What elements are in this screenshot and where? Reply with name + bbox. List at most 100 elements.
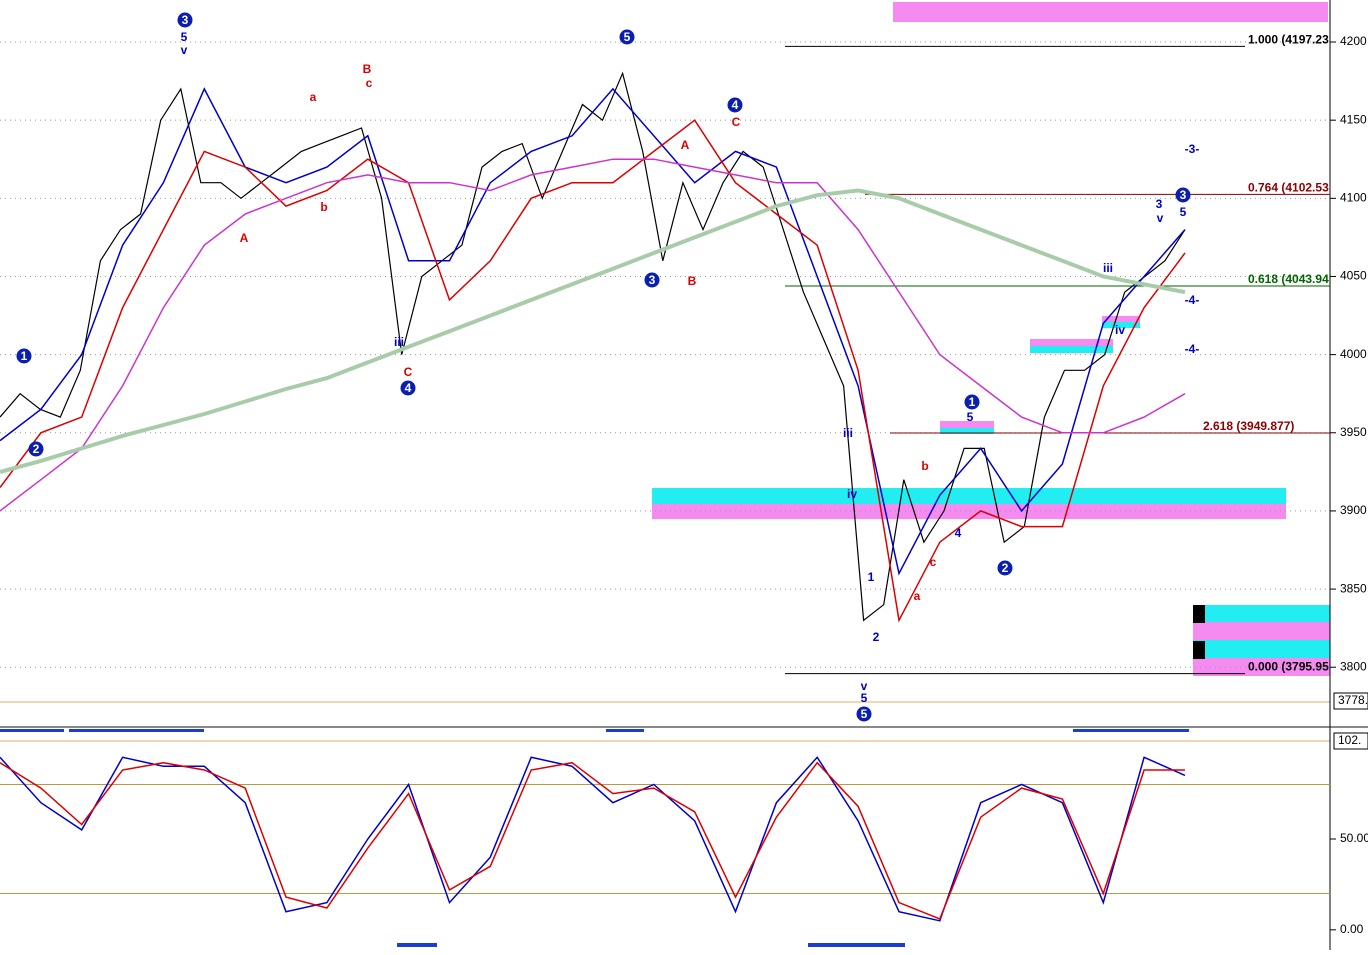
fib-label: 0.000 (3795.95 — [1248, 660, 1329, 674]
signal-bar — [69, 729, 204, 732]
fib-label: 2.618 (3949.877) — [1203, 419, 1294, 433]
wave-label: 4 — [955, 526, 962, 540]
wave-circle — [28, 441, 44, 457]
wave-label: v — [861, 679, 868, 693]
wave-label: 1 — [868, 570, 875, 584]
wave-circle — [644, 272, 660, 288]
wave-circle — [997, 560, 1013, 576]
wave-label: 5 — [967, 410, 974, 424]
series-line — [0, 188, 1186, 474]
fib-label: 0.618 (4043.94 — [1248, 272, 1329, 286]
wave-label: a — [310, 90, 317, 104]
y-tick-label: 4150 — [1340, 112, 1367, 126]
axis-marker-box — [1333, 732, 1368, 750]
wave-label: 5 — [861, 707, 868, 721]
wave-label: 1 — [969, 395, 976, 409]
wave-label: A — [681, 138, 690, 152]
axis-marker: 102. — [1338, 733, 1361, 747]
fib-label: 0.764 (4102.53 — [1248, 181, 1329, 195]
wave-label: 3 — [1180, 188, 1187, 202]
y-tick-label: 4000 — [1340, 347, 1367, 361]
wave-circle — [856, 706, 872, 722]
signal-bar — [397, 943, 437, 947]
series-line — [0, 756, 1186, 922]
wave-label: v — [181, 43, 188, 57]
wave-label: 2 — [873, 630, 880, 644]
wave-label: -3- — [1185, 142, 1200, 156]
zone-marker — [1193, 605, 1205, 623]
zone — [893, 2, 1328, 22]
zone — [1193, 640, 1330, 658]
y-tick-label: 3900 — [1340, 503, 1367, 517]
wave-label: C — [732, 115, 741, 129]
wave-label: C — [404, 365, 413, 379]
wave-label: iv — [1115, 323, 1125, 337]
wave-label: B — [688, 274, 697, 288]
axis-marker: 3778. — [1338, 693, 1368, 707]
wave-label: 5 — [1180, 205, 1187, 219]
wave-circle — [964, 394, 980, 410]
wave-label: 5 — [624, 30, 631, 44]
wave-circle — [177, 12, 193, 28]
wave-label: 3 — [182, 13, 189, 27]
wave-circle — [1175, 187, 1191, 203]
zone — [1102, 316, 1140, 322]
wave-label: 4 — [405, 381, 412, 395]
signal-bar — [808, 943, 905, 947]
y-tick-label: 3950 — [1340, 425, 1367, 439]
y-tick-label: 0.00 — [1340, 922, 1364, 936]
wave-circle — [727, 97, 743, 113]
wave-label: 4 — [732, 98, 739, 112]
wave-label: c — [930, 555, 937, 569]
zone — [940, 428, 994, 434]
wave-label: b — [320, 200, 327, 214]
signal-bar — [0, 729, 64, 732]
zone — [1193, 605, 1330, 622]
wave-circle — [619, 29, 635, 45]
y-tick-label: 50.00 — [1340, 831, 1368, 845]
y-tick-label: 4200 — [1340, 34, 1367, 48]
wave-label: 2 — [1002, 561, 1009, 575]
wave-label: 5 — [181, 30, 188, 44]
axis-marker-box — [1333, 692, 1368, 710]
wave-label: v — [1157, 211, 1164, 225]
series-line — [0, 158, 1186, 512]
series-line — [0, 761, 1185, 920]
zone — [652, 488, 1286, 504]
wave-label: 3 — [649, 273, 656, 287]
series-line — [0, 87, 1186, 576]
signal-bar — [1073, 729, 1189, 732]
zone-marker — [1193, 641, 1205, 659]
zone — [940, 421, 994, 428]
zone — [1102, 322, 1140, 328]
zone — [652, 504, 1286, 519]
zone — [1030, 339, 1113, 346]
wave-label: b — [921, 459, 928, 473]
zone — [1193, 658, 1330, 676]
wave-label: iv — [847, 487, 857, 501]
wave-label: -4- — [1185, 342, 1200, 356]
wave-label: a — [914, 589, 921, 603]
wave-label: 1 — [21, 349, 28, 363]
zone — [1193, 622, 1330, 640]
y-tick-label: 3800 — [1340, 659, 1367, 673]
wave-label: 2 — [33, 442, 40, 456]
wave-label: 5 — [861, 691, 868, 705]
wave-label: c — [366, 76, 373, 90]
wave-label: iii — [1103, 261, 1113, 275]
wave-label: 3 — [1156, 197, 1163, 211]
wave-label: B — [363, 62, 372, 76]
y-tick-label: 4100 — [1340, 190, 1367, 204]
wave-label: A — [240, 231, 249, 245]
series-line — [0, 119, 1186, 623]
y-tick-label: 3850 — [1340, 581, 1367, 595]
wave-circle — [400, 380, 416, 396]
y-tick-label: 4050 — [1340, 269, 1367, 283]
fib-label: 1.000 (4197.23 — [1248, 33, 1329, 47]
wave-label: iii — [843, 426, 853, 440]
wave-label: -4- — [1185, 293, 1200, 307]
signal-bar — [606, 729, 644, 732]
